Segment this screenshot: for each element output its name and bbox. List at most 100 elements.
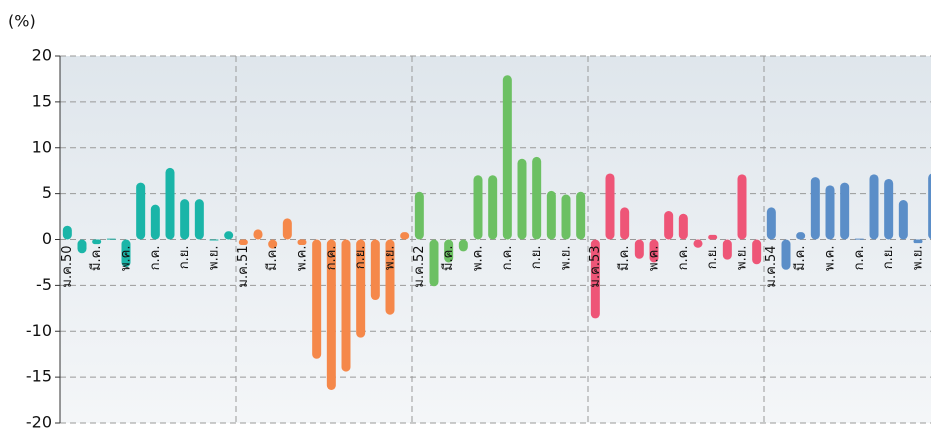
bar	[121, 239, 131, 268]
x-tick-label: ก.ย.	[881, 246, 896, 270]
x-tick-label: ก.ค.	[148, 246, 163, 271]
x-tick-label: ม.ค.50	[60, 246, 75, 288]
x-tick-label: ม.ค.52	[412, 246, 427, 288]
bar	[884, 178, 894, 240]
bar	[913, 239, 923, 244]
bar	[869, 174, 879, 240]
bar	[693, 239, 703, 248]
bar	[722, 239, 732, 260]
bar	[326, 239, 336, 390]
bar	[429, 239, 439, 287]
x-tick-label: ม.ค.51	[236, 246, 251, 288]
x-tick-label: พ.ย.	[911, 246, 926, 270]
bar	[576, 191, 586, 240]
x-tick-label: ก.ค.	[500, 246, 515, 271]
bar	[458, 239, 468, 252]
bar	[825, 185, 835, 240]
bar	[224, 231, 234, 240]
bar	[385, 239, 395, 315]
bar	[150, 204, 160, 240]
x-tick-label: ก.ค.	[676, 246, 691, 271]
x-tick-label: มี.ค.	[88, 246, 104, 272]
bar	[136, 182, 146, 240]
y-tick-label: 5	[42, 183, 52, 202]
bar	[854, 238, 864, 240]
bar	[62, 225, 72, 240]
y-tick-label: 10	[32, 137, 52, 156]
x-tick-label: พ.ค.	[471, 246, 486, 272]
y-tick-label: -5	[36, 275, 52, 294]
bar	[532, 156, 542, 240]
bar	[92, 239, 102, 245]
bar	[473, 175, 483, 240]
bar	[400, 232, 410, 240]
bar	[840, 182, 850, 240]
bar	[752, 239, 762, 265]
x-tick-label: มี.ค.	[616, 246, 632, 272]
bar	[781, 239, 791, 270]
x-tick-label: ก.ย.	[353, 246, 368, 270]
bar	[634, 239, 644, 259]
bar	[928, 173, 931, 240]
bar	[165, 167, 175, 240]
bar	[77, 239, 87, 254]
bar	[708, 234, 718, 240]
x-tick-label: พ.ย.	[559, 246, 574, 270]
bar	[737, 174, 747, 240]
x-tick-label: ก.ย.	[705, 246, 720, 270]
x-tick-label: พ.ย.	[207, 246, 222, 270]
x-tick-label: พ.ค.	[295, 246, 310, 272]
bar	[517, 158, 527, 240]
x-tick-label: พ.ย.	[735, 246, 750, 270]
bar	[106, 238, 116, 240]
x-tick-label: ม.ค.54	[764, 246, 779, 288]
bar	[796, 232, 806, 240]
bar	[620, 207, 630, 240]
bar	[546, 190, 556, 240]
bar	[444, 239, 454, 263]
x-tick-label: พ.ค.	[647, 246, 662, 272]
x-tick-label: มี.ค.	[792, 246, 808, 272]
x-tick-label: ก.ย.	[177, 246, 192, 270]
x-tick-label: มี.ค.	[440, 246, 456, 272]
x-tick-label: ม.ค.53	[588, 246, 603, 288]
x-tick-label: ก.ค.	[852, 246, 867, 271]
bar	[414, 191, 424, 240]
bar	[282, 218, 292, 240]
bar	[590, 239, 600, 319]
bar	[561, 194, 571, 240]
bar	[356, 239, 366, 338]
x-tick-label: ก.ย.	[529, 246, 544, 270]
bar	[898, 200, 908, 240]
y-tick-label: 15	[32, 91, 52, 110]
bar	[502, 75, 512, 240]
bar	[605, 173, 615, 240]
y-tick-label: 20	[32, 46, 52, 65]
bar	[297, 239, 307, 246]
bar	[194, 199, 204, 240]
bar	[649, 239, 659, 263]
x-tick-label: ก.ค.	[324, 246, 339, 271]
x-tick-label: พ.ค.	[823, 246, 838, 272]
bar	[341, 239, 351, 372]
y-axis-label: (%)	[8, 12, 36, 31]
bar	[180, 199, 190, 240]
y-tick-label: -15	[26, 367, 52, 386]
bar	[488, 175, 498, 240]
y-tick-label: -10	[26, 321, 52, 340]
bar	[253, 229, 263, 240]
x-tick-label: พ.ย.	[383, 246, 398, 270]
bar	[766, 207, 776, 240]
bar	[370, 239, 380, 301]
bar	[678, 213, 688, 240]
bar	[312, 239, 322, 359]
bar	[810, 177, 820, 240]
y-tick-label: 0	[42, 229, 52, 248]
bar	[664, 211, 674, 240]
y-tick-label: -20	[26, 413, 52, 432]
x-tick-label: พ.ค.	[119, 246, 134, 272]
bar	[238, 239, 248, 246]
bar	[268, 239, 278, 249]
bar	[209, 239, 219, 241]
